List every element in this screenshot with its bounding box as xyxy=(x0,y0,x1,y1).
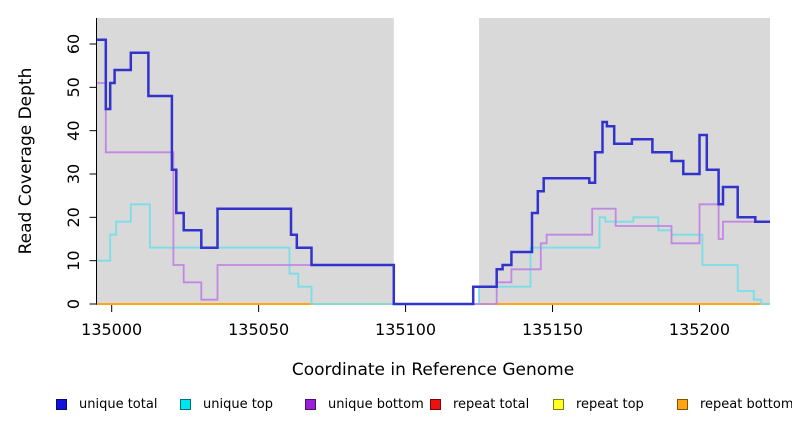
legend-swatch-unique-bottom xyxy=(305,399,316,410)
gap-region xyxy=(393,18,480,304)
legend-swatch-repeat-total xyxy=(430,399,441,410)
legend-swatch-unique-top xyxy=(180,399,191,410)
legend-label-repeat-total: repeat total xyxy=(453,397,530,412)
x-tick-label: 135100 xyxy=(375,320,436,339)
series-line-unique-total xyxy=(97,38,770,306)
legend-label-repeat-bottom: repeat bottom xyxy=(700,397,792,412)
y-tick-label: 50 xyxy=(64,77,83,97)
series-line-unique-top xyxy=(97,203,770,305)
legend: unique total unique top unique bottom repea… xyxy=(0,397,792,414)
x-tick-label: 135050 xyxy=(228,320,289,339)
y-tick-label: 20 xyxy=(64,207,83,227)
x-tick-label: 135200 xyxy=(669,320,730,339)
series-line-unique-bottom xyxy=(97,82,770,305)
legend-swatch-repeat-top xyxy=(553,399,564,410)
legend-label-repeat-top: repeat top xyxy=(576,397,644,412)
y-tick-label: 40 xyxy=(64,120,83,140)
y-axis-title: Read Coverage Depth xyxy=(16,68,36,255)
legend-swatch-unique-total xyxy=(56,399,67,410)
y-tick-label: 30 xyxy=(64,164,83,184)
y-tick-label: 0 xyxy=(64,299,83,309)
x-tick-label: 135000 xyxy=(81,320,142,339)
legend-label-unique-bottom: unique bottom xyxy=(328,397,424,412)
legend-label-unique-total: unique total xyxy=(79,397,158,412)
legend-item-unique-top: unique top xyxy=(180,397,274,412)
y-tick-label: 10 xyxy=(64,250,83,270)
x-tick-label: 135150 xyxy=(522,320,583,339)
legend-item-repeat-top: repeat top xyxy=(553,397,644,412)
legend-label-unique-top: unique top xyxy=(203,397,274,412)
legend-item-repeat-total: repeat total xyxy=(430,397,530,412)
chart-generated: 0 10 20 30 40 50 60 135000 135050 135100 135150 135… xyxy=(64,18,770,339)
legend-item-repeat-bottom: repeat bottom xyxy=(677,397,792,412)
legend-item-unique-total: unique total xyxy=(56,397,158,412)
x-axis-title: Coordinate in Reference Genome xyxy=(292,360,574,380)
y-tick-label: 60 xyxy=(64,34,83,54)
legend-item-unique-bottom: unique bottom xyxy=(305,397,424,412)
legend-swatch-repeat-bottom xyxy=(677,399,688,410)
